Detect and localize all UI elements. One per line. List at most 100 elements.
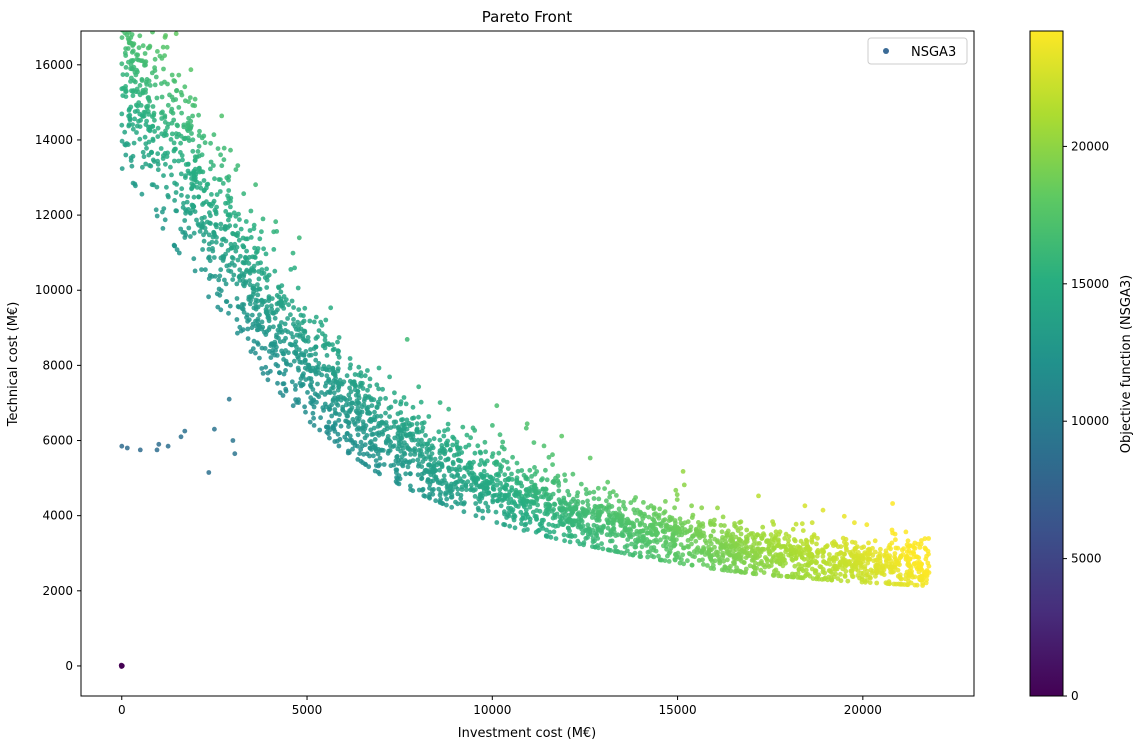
- data-point: [637, 533, 643, 539]
- data-point: [347, 356, 353, 361]
- data-point: [481, 468, 487, 474]
- data-point: [720, 554, 726, 560]
- data-point: [289, 342, 295, 348]
- data-point: [183, 232, 189, 238]
- data-point: [911, 545, 917, 550]
- data-point: [600, 546, 606, 552]
- data-point: [553, 536, 559, 541]
- data-point: [162, 119, 168, 125]
- data-point: [866, 540, 871, 546]
- data-point: [368, 427, 374, 433]
- data-point: [567, 539, 573, 545]
- data-point: [122, 129, 128, 135]
- data-point: [720, 550, 725, 556]
- data-point: [224, 263, 230, 269]
- data-point: [596, 513, 602, 519]
- data-point: [211, 198, 217, 204]
- data-point: [756, 493, 761, 499]
- data-point: [296, 400, 301, 405]
- data-point: [631, 507, 637, 513]
- data-point: [700, 557, 705, 563]
- data-point: [262, 329, 267, 335]
- data-point: [257, 312, 262, 318]
- data-point: [734, 525, 739, 530]
- data-point: [383, 410, 388, 416]
- data-point: [134, 25, 139, 30]
- data-point: [368, 416, 374, 422]
- data-point: [677, 516, 683, 522]
- data-point: [763, 555, 768, 560]
- data-point: [313, 336, 319, 341]
- data-point: [463, 483, 469, 489]
- data-point: [845, 578, 851, 584]
- data-point: [613, 544, 618, 550]
- data-point: [290, 334, 296, 340]
- data-point: [238, 253, 243, 259]
- data-point: [305, 335, 311, 340]
- data-point: [653, 521, 658, 527]
- data-point: [292, 265, 297, 271]
- data-point: [319, 372, 325, 378]
- data-point: [795, 571, 801, 576]
- data-point: [607, 494, 613, 500]
- data-point: [268, 341, 274, 347]
- data-point: [734, 568, 739, 574]
- data-point: [505, 493, 510, 498]
- data-point: [410, 458, 416, 463]
- data-point: [830, 571, 835, 577]
- data-point: [218, 152, 224, 158]
- legend: NSGA3: [867, 37, 968, 65]
- data-point: [521, 497, 526, 503]
- data-point: [255, 340, 260, 346]
- data-point: [679, 557, 684, 562]
- data-point: [490, 493, 496, 499]
- data-point: [458, 496, 464, 502]
- data-point: [793, 521, 799, 527]
- data-point: [786, 534, 792, 539]
- data-point: [194, 217, 199, 223]
- data-point: [331, 371, 336, 376]
- data-point: [762, 564, 768, 570]
- data-point: [337, 436, 343, 442]
- data-point: [438, 461, 444, 467]
- data-point: [534, 496, 540, 501]
- data-point: [428, 455, 433, 460]
- data-point: [736, 536, 742, 542]
- data-point: [898, 554, 904, 559]
- data-point: [761, 570, 767, 575]
- data-point: [247, 278, 252, 284]
- data-point: [130, 21, 135, 26]
- data-point: [190, 148, 196, 154]
- data-point: [701, 546, 707, 552]
- data-point: [134, 56, 140, 62]
- data-point: [602, 486, 607, 491]
- data-point: [394, 467, 400, 473]
- data-point: [660, 528, 666, 534]
- data-point: [709, 547, 714, 553]
- data-point: [202, 140, 208, 146]
- data-point: [448, 447, 453, 452]
- data-point: [283, 328, 288, 333]
- data-point: [509, 487, 515, 493]
- data-point: [324, 429, 330, 435]
- data-point: [437, 437, 443, 443]
- data-point: [362, 442, 368, 448]
- data-point: [165, 125, 170, 130]
- data-point: [728, 563, 733, 569]
- data-point: [133, 89, 139, 95]
- data-point: [155, 49, 160, 54]
- data-point: [228, 198, 233, 204]
- data-point: [720, 535, 725, 540]
- data-point: [152, 56, 158, 62]
- data-point: [364, 433, 370, 438]
- data-point: [212, 273, 218, 279]
- data-point: [324, 424, 330, 430]
- data-point: [396, 441, 402, 446]
- data-point: [893, 556, 898, 562]
- data-point: [903, 529, 909, 535]
- data-point: [524, 487, 529, 492]
- data-point: [195, 221, 201, 227]
- y-tick-label: 8000: [42, 358, 73, 372]
- data-point: [344, 437, 349, 443]
- data-point: [122, 26, 127, 31]
